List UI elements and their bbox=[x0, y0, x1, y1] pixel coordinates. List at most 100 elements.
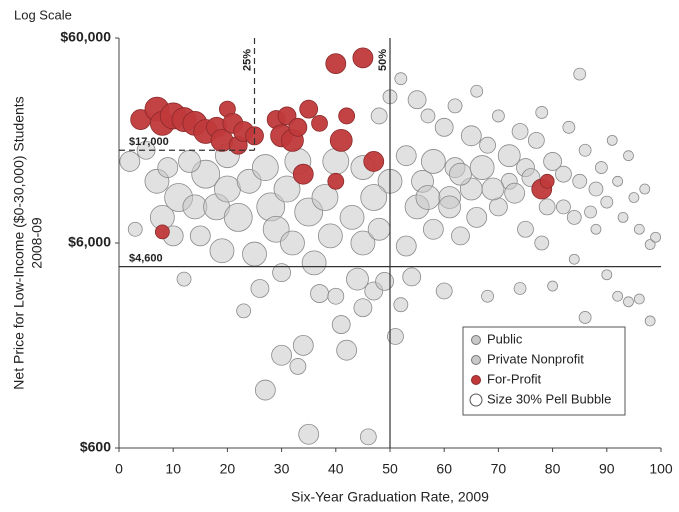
bubble bbox=[543, 152, 562, 171]
bubble bbox=[271, 344, 293, 366]
bubble bbox=[438, 195, 462, 219]
bubble bbox=[584, 205, 597, 219]
bubble bbox=[623, 296, 634, 308]
bubble bbox=[606, 134, 618, 146]
x-tick-label: 30 bbox=[274, 461, 290, 477]
bubble bbox=[331, 315, 351, 334]
bubble bbox=[250, 279, 270, 298]
bubble bbox=[353, 298, 373, 318]
bubble bbox=[395, 145, 417, 167]
bubble bbox=[578, 311, 592, 324]
bubble bbox=[395, 235, 417, 257]
bubble bbox=[236, 303, 252, 319]
bubble bbox=[497, 144, 521, 168]
bubble bbox=[547, 280, 558, 292]
bubble bbox=[572, 173, 588, 189]
bubble bbox=[213, 175, 241, 203]
bubble bbox=[407, 90, 427, 110]
x-tick-label: 90 bbox=[599, 461, 615, 477]
bubble bbox=[242, 241, 267, 267]
bubble bbox=[469, 155, 495, 180]
bubble bbox=[639, 183, 651, 195]
reference-label: 50% bbox=[377, 49, 389, 71]
bubble bbox=[280, 230, 305, 256]
bubble bbox=[538, 198, 556, 216]
bubble bbox=[254, 379, 276, 401]
reference-label: $4,600 bbox=[129, 253, 163, 265]
legend-swatch bbox=[471, 375, 481, 385]
bubble bbox=[223, 202, 253, 232]
legend-size-bubble bbox=[469, 393, 483, 407]
bubble bbox=[479, 136, 496, 154]
bubble bbox=[415, 185, 441, 210]
bubble bbox=[387, 328, 404, 345]
bubble bbox=[301, 250, 327, 276]
legend-swatch bbox=[471, 335, 481, 345]
bubble bbox=[189, 225, 211, 247]
bubble bbox=[633, 223, 645, 235]
bubble bbox=[511, 123, 529, 140]
bubble bbox=[504, 182, 526, 204]
legend-label: Size 30% Pell Bubble bbox=[487, 391, 611, 406]
bubble bbox=[327, 287, 345, 305]
bubble bbox=[535, 106, 549, 119]
bubble bbox=[594, 161, 608, 174]
bubble bbox=[322, 148, 350, 175]
bubble bbox=[346, 267, 369, 291]
bubble bbox=[363, 151, 385, 172]
bubble bbox=[272, 263, 292, 283]
bubble bbox=[590, 223, 602, 235]
y-tick-label: $60,000 bbox=[60, 29, 111, 45]
bubble bbox=[136, 140, 156, 160]
bubble bbox=[402, 267, 422, 287]
bubble bbox=[600, 195, 614, 209]
x-tick-label: 70 bbox=[491, 461, 507, 477]
bubble bbox=[394, 72, 408, 86]
bubble bbox=[367, 217, 391, 241]
bubble bbox=[329, 128, 353, 152]
y-axis-label: 2008-09 bbox=[29, 217, 45, 269]
legend-label: Private Nonprofit bbox=[487, 351, 584, 366]
bubble bbox=[311, 114, 328, 132]
bubble bbox=[447, 98, 463, 114]
bubble bbox=[633, 293, 645, 305]
bubble bbox=[623, 150, 634, 162]
bubble bbox=[617, 211, 629, 223]
bubble bbox=[119, 151, 141, 172]
bubble bbox=[534, 235, 550, 251]
x-tick-label: 10 bbox=[165, 461, 181, 477]
x-tick-label: 0 bbox=[115, 461, 123, 477]
bubble bbox=[644, 315, 656, 327]
bubble bbox=[420, 149, 446, 174]
y-tick-label: $6,000 bbox=[68, 234, 111, 250]
bubble bbox=[298, 423, 320, 445]
bubble bbox=[422, 218, 444, 240]
bubble bbox=[527, 131, 545, 149]
bubble bbox=[568, 253, 580, 265]
bubble bbox=[178, 150, 201, 173]
bubble bbox=[513, 282, 527, 295]
bubble bbox=[338, 107, 356, 125]
x-tick-label: 60 bbox=[436, 461, 452, 477]
bubble bbox=[566, 209, 582, 225]
bubble bbox=[375, 271, 394, 291]
bubble bbox=[325, 53, 347, 75]
x-tick-label: 50 bbox=[382, 461, 398, 477]
legend-label: Public bbox=[487, 331, 523, 346]
bubble bbox=[317, 223, 343, 249]
x-tick-label: 100 bbox=[649, 461, 673, 477]
bubble bbox=[517, 220, 534, 238]
bubble bbox=[578, 143, 592, 157]
bubble bbox=[470, 84, 484, 98]
bubble bbox=[292, 334, 314, 356]
bubble bbox=[434, 117, 454, 137]
bubble bbox=[539, 173, 555, 189]
bubble bbox=[481, 177, 505, 201]
x-tick-label: 20 bbox=[220, 461, 236, 477]
bubble bbox=[327, 172, 345, 190]
bubble bbox=[612, 290, 624, 302]
bubble bbox=[310, 284, 329, 303]
bubble bbox=[289, 358, 307, 375]
bubble bbox=[451, 226, 470, 246]
